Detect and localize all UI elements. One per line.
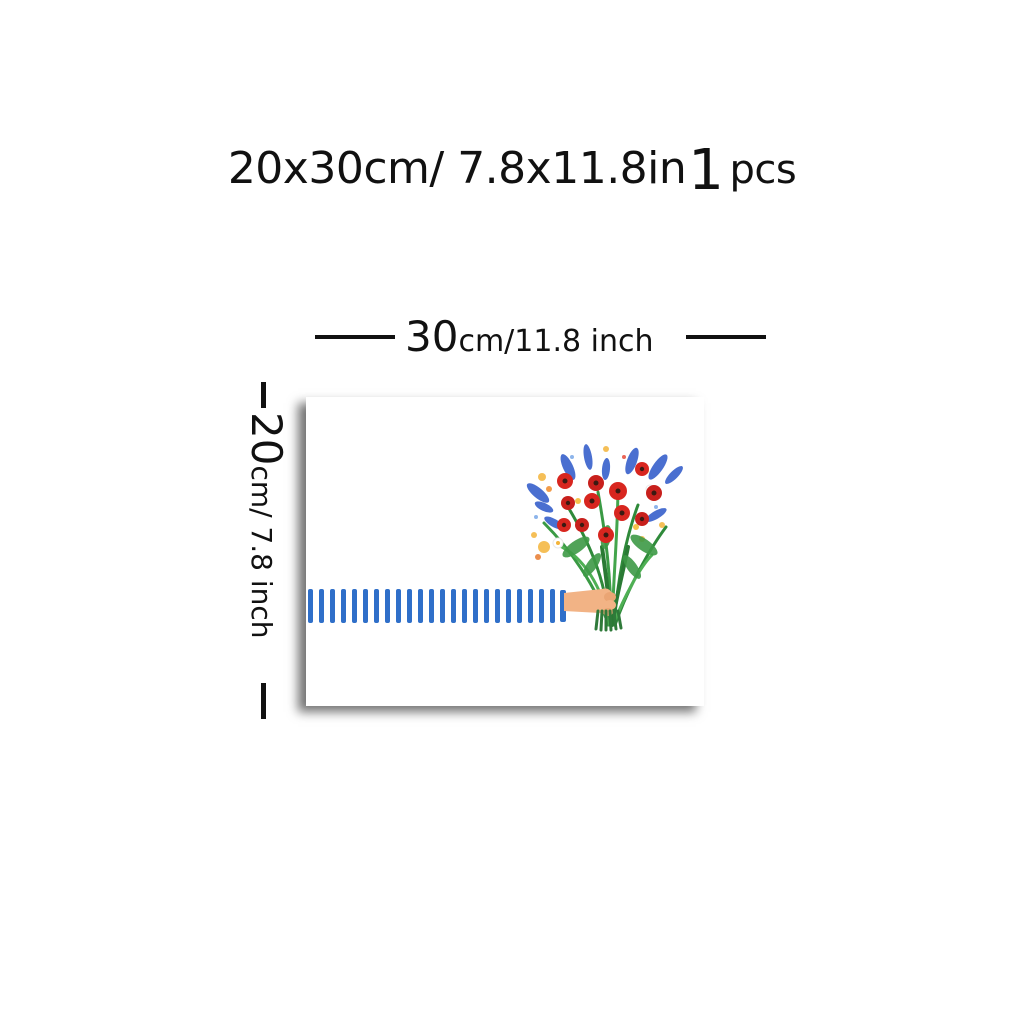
width-dimension-line-right bbox=[686, 335, 766, 339]
width-dimension-label: 30cm/11.8 inch bbox=[405, 312, 675, 367]
height-dimension-label: 20cm/ 7.8 inch bbox=[240, 412, 291, 672]
bouquet-illustration bbox=[306, 444, 683, 632]
canvas-artwork bbox=[306, 397, 704, 706]
height-cm-value: 20 bbox=[242, 412, 291, 466]
height-dimension-tick-bottom bbox=[261, 683, 266, 719]
poppy-flowers bbox=[557, 462, 662, 543]
width-cm-unit: cm/ bbox=[458, 324, 515, 359]
piece-unit: pcs bbox=[729, 147, 797, 193]
hand bbox=[564, 588, 616, 616]
width-dimension-line-left bbox=[315, 335, 395, 339]
height-dimension-tick-top bbox=[261, 382, 266, 408]
striped-sleeve bbox=[306, 587, 568, 625]
product-size-title: 20x30cm/ 7.8x11.8in1 pcs bbox=[0, 138, 1024, 199]
piece-count: 1 bbox=[688, 138, 724, 203]
height-unit-text: cm/ 7.8 inch bbox=[245, 465, 278, 639]
width-inch-word: inch bbox=[590, 324, 654, 359]
width-cm-value: 30 bbox=[405, 312, 459, 361]
stem-bundle bbox=[594, 609, 623, 632]
size-text: 20x30cm/ 7.8x11.8in bbox=[227, 143, 687, 194]
width-inch-value: 11.8 bbox=[514, 324, 582, 359]
